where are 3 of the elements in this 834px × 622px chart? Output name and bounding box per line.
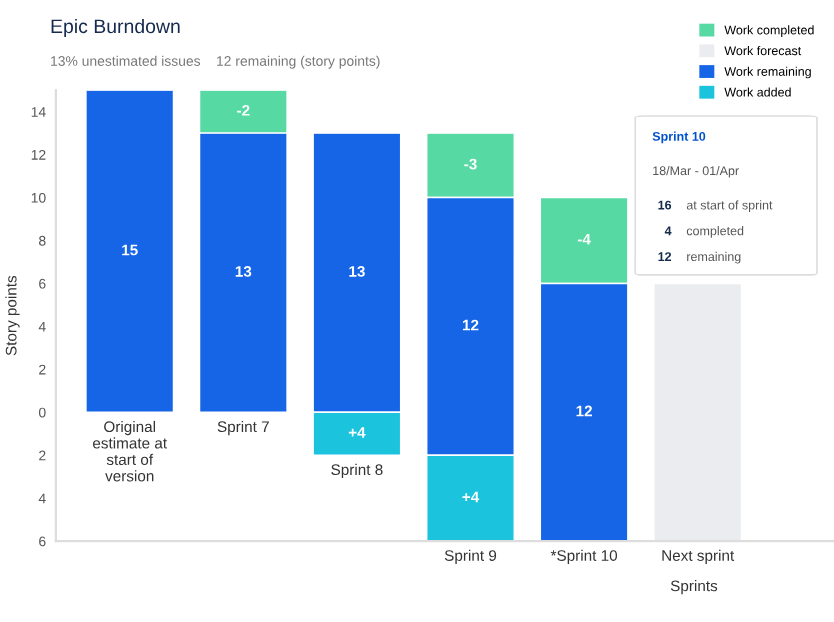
bar [653, 282, 743, 542]
chart-title: Epic Burndown [51, 18, 180, 38]
bar [85, 90, 175, 413]
